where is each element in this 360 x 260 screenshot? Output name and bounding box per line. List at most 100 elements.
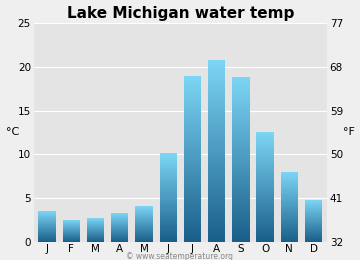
Bar [208, 114, 225, 117]
Bar [208, 89, 225, 92]
Bar [208, 198, 225, 201]
Bar [232, 77, 249, 79]
Bar [159, 181, 177, 182]
Bar [281, 173, 298, 174]
Bar [256, 228, 274, 229]
Bar [208, 133, 225, 135]
Bar [159, 212, 177, 213]
Bar [305, 218, 322, 219]
Bar [208, 148, 225, 151]
Bar [281, 195, 298, 196]
Bar [111, 228, 129, 229]
Bar [281, 197, 298, 198]
Bar [87, 232, 104, 233]
Bar [184, 88, 201, 90]
Bar [159, 200, 177, 201]
Bar [208, 212, 225, 214]
Bar [281, 185, 298, 186]
Bar [256, 220, 274, 221]
Bar [281, 206, 298, 207]
Bar [232, 96, 249, 98]
Bar [305, 200, 322, 201]
Bar [232, 213, 249, 215]
Bar [63, 236, 80, 237]
Bar [256, 142, 274, 143]
Bar [184, 82, 201, 84]
Bar [159, 153, 177, 154]
Bar [159, 213, 177, 214]
Bar [87, 230, 104, 231]
Bar [305, 210, 322, 211]
Bar [184, 167, 201, 169]
Bar [111, 229, 129, 230]
Bar [208, 96, 225, 99]
Bar [256, 158, 274, 160]
Bar [256, 164, 274, 165]
Bar [184, 225, 201, 227]
Bar [256, 175, 274, 176]
Bar [256, 153, 274, 154]
Bar [39, 232, 56, 233]
Bar [39, 226, 56, 227]
Bar [256, 218, 274, 220]
Bar [232, 102, 249, 104]
Bar [184, 175, 201, 177]
Bar [256, 227, 274, 228]
Bar [208, 64, 225, 67]
Bar [208, 80, 225, 83]
Bar [208, 171, 225, 173]
Bar [305, 240, 322, 241]
Bar [159, 237, 177, 238]
Bar [159, 166, 177, 167]
Bar [184, 84, 201, 86]
Bar [159, 176, 177, 177]
Bar [111, 233, 129, 234]
Bar [208, 78, 225, 80]
Bar [305, 202, 322, 203]
Bar [281, 234, 298, 235]
Bar [281, 207, 298, 209]
Bar [87, 237, 104, 238]
Bar [63, 233, 80, 234]
Bar [135, 225, 153, 226]
Bar [184, 117, 201, 119]
Bar [281, 223, 298, 224]
Bar [281, 209, 298, 210]
Bar [208, 135, 225, 137]
Bar [159, 210, 177, 211]
Bar [208, 62, 225, 64]
Bar [256, 149, 274, 150]
Bar [232, 199, 249, 200]
Bar [281, 216, 298, 217]
Bar [232, 112, 249, 114]
Bar [87, 240, 104, 241]
Bar [184, 217, 201, 219]
Bar [208, 87, 225, 89]
Bar [256, 203, 274, 205]
Bar [208, 121, 225, 124]
Bar [256, 187, 274, 188]
Bar [232, 155, 249, 158]
Bar [232, 238, 249, 240]
Bar [184, 192, 201, 194]
Bar [281, 240, 298, 241]
Bar [305, 237, 322, 238]
Bar [135, 239, 153, 240]
Bar [256, 213, 274, 214]
Bar [159, 169, 177, 170]
Bar [256, 168, 274, 169]
Bar [208, 85, 225, 87]
Bar [208, 60, 225, 62]
Bar [208, 119, 225, 121]
Bar [39, 230, 56, 231]
Bar [208, 217, 225, 219]
Bar [305, 225, 322, 226]
Bar [256, 145, 274, 146]
Bar [232, 158, 249, 159]
Bar [184, 186, 201, 188]
Bar [208, 124, 225, 126]
Bar [256, 156, 274, 157]
Bar [281, 232, 298, 233]
Bar [281, 200, 298, 202]
Bar [208, 205, 225, 207]
